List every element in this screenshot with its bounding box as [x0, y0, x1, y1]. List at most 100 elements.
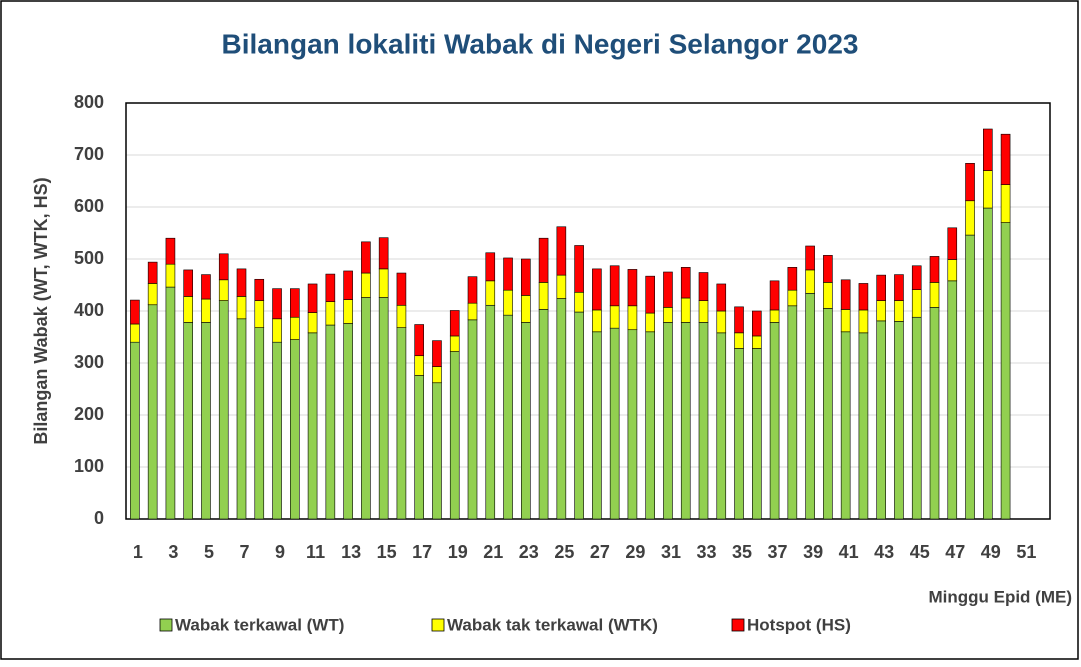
bar-segment — [929, 307, 940, 520]
bar-segment — [396, 327, 407, 520]
bar-segment — [236, 296, 247, 320]
bar-segment — [716, 283, 727, 312]
bar-segment — [805, 269, 815, 294]
x-tick-label: 37 — [768, 542, 788, 562]
bar-segment — [378, 237, 389, 270]
x-tick-label: 41 — [839, 542, 859, 562]
bar-segment — [680, 322, 691, 520]
x-tick-label: 45 — [910, 542, 930, 562]
bar-segment — [787, 267, 798, 291]
bar-segment — [983, 207, 993, 520]
bar-segment — [201, 322, 211, 520]
bar-segment — [983, 128, 993, 171]
bar-segment — [858, 309, 869, 334]
bar-segment — [609, 327, 620, 520]
bar-segment — [876, 274, 886, 301]
bar-segment — [378, 268, 389, 298]
bar-segment — [734, 348, 744, 520]
bar-segment — [645, 331, 655, 520]
bar-segment — [521, 322, 531, 520]
x-tick-label: 29 — [625, 542, 645, 562]
bar-segment — [503, 314, 513, 520]
bar-segment — [556, 274, 567, 299]
bar-segment — [769, 309, 780, 323]
bar-segment — [201, 298, 211, 323]
bar-segment — [929, 282, 940, 308]
bar-segment — [805, 293, 815, 520]
bar-segment — [752, 335, 762, 349]
bar-segment — [343, 323, 353, 520]
bar-segment — [769, 322, 780, 520]
legend-swatch — [731, 618, 745, 632]
bar-segment — [680, 267, 691, 299]
bar-segment — [911, 289, 922, 318]
bar-segment — [911, 316, 922, 520]
bar-segment — [965, 163, 975, 202]
y-tick-label: 300 — [74, 352, 104, 372]
bar-segment — [752, 348, 762, 520]
bar-segment — [130, 341, 140, 520]
plot-frame — [125, 102, 1051, 520]
bar-segment — [325, 301, 336, 326]
bar-segment — [698, 300, 709, 323]
bar-segment — [592, 309, 602, 333]
bar-segment — [254, 278, 265, 301]
bar-segment — [1000, 184, 1011, 223]
bar-segment — [396, 272, 407, 306]
legend-swatch — [159, 618, 173, 632]
bar-segment — [236, 268, 247, 297]
bar-segment — [574, 245, 584, 293]
bar-segment — [290, 339, 300, 520]
x-tick-label: 15 — [377, 542, 397, 562]
bar-segment — [361, 297, 371, 520]
bar-segment — [627, 305, 638, 331]
legend-label: Hotspot (HS) — [747, 615, 851, 634]
bar-segment — [449, 310, 460, 337]
bar-segment — [698, 322, 709, 520]
chart-title: Bilangan lokaliti Wabak di Negeri Selang… — [222, 28, 859, 59]
bar-segment — [236, 318, 247, 520]
bar-segment — [147, 283, 158, 306]
bar-segment — [823, 255, 833, 283]
bar-segment — [254, 327, 265, 520]
bar-segment — [272, 341, 282, 520]
bar-segment — [894, 300, 904, 322]
y-tick-label: 700 — [74, 144, 104, 164]
bar-segment — [361, 241, 371, 274]
bar-segment — [378, 297, 389, 520]
bar-segment — [325, 273, 336, 302]
bar-segment — [538, 282, 549, 310]
bar-segment — [521, 258, 531, 296]
bar-segment — [645, 312, 655, 333]
x-tick-label: 11 — [306, 542, 325, 562]
bar-segment — [218, 253, 229, 281]
x-tick-label: 1 — [133, 542, 143, 562]
bar-segment — [485, 252, 496, 282]
bar-segment — [574, 311, 584, 520]
x-tick-label: 33 — [696, 542, 716, 562]
bar-segment — [130, 299, 140, 325]
bar-segment — [840, 279, 851, 310]
bar-segment — [432, 366, 442, 384]
y-axis-title: Bilangan Wabak (WT, WTK, HS) — [31, 177, 51, 444]
bar-segment — [556, 298, 567, 520]
bar-segment — [787, 305, 798, 520]
bar-segment — [432, 382, 442, 520]
bar-segment — [432, 340, 442, 367]
bar-segment — [538, 237, 549, 283]
bar-segment — [894, 321, 904, 520]
y-tick-label: 500 — [74, 248, 104, 268]
bar-segment — [627, 269, 638, 307]
bar-segment — [414, 355, 424, 376]
bar-segment — [645, 275, 655, 314]
bar-segment — [769, 280, 780, 311]
bar-segment — [272, 288, 282, 320]
bar-segment — [609, 265, 620, 307]
bar-segment — [947, 227, 958, 260]
bar-segment — [663, 322, 673, 520]
bar-segment — [698, 272, 709, 301]
bar-segment — [183, 296, 193, 323]
bar-segment — [396, 304, 407, 328]
bar-segment — [130, 323, 140, 343]
